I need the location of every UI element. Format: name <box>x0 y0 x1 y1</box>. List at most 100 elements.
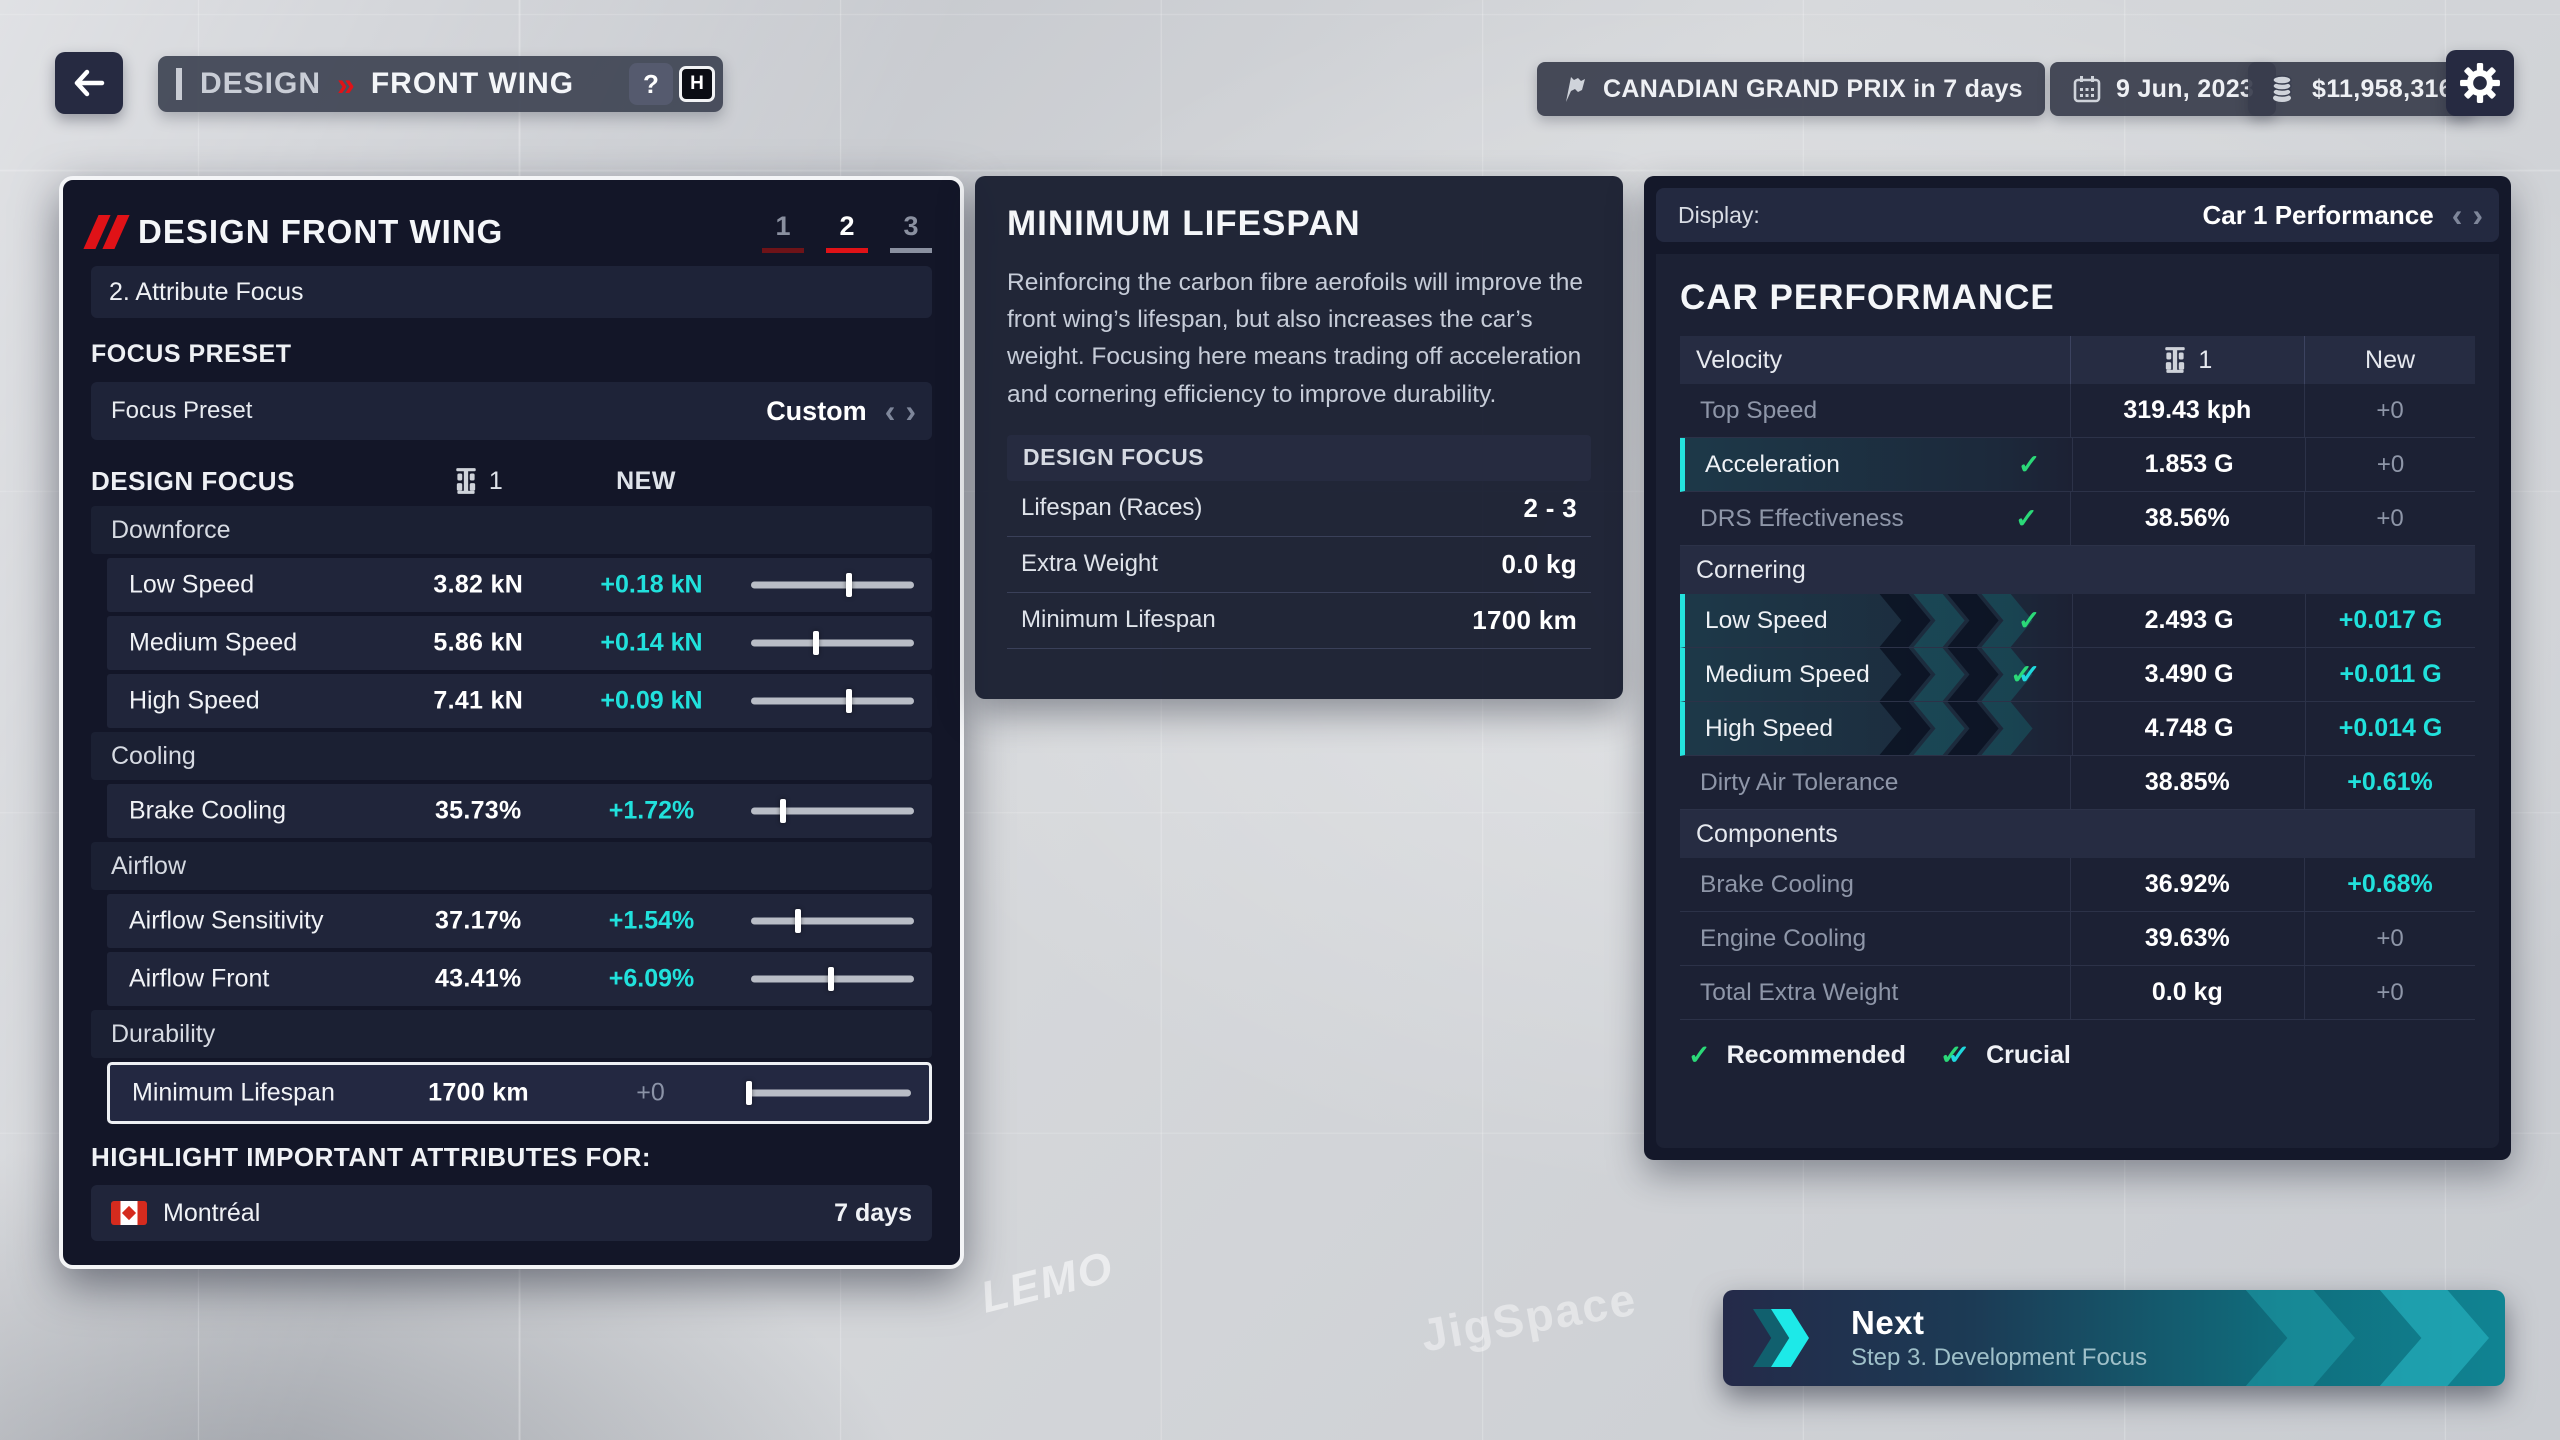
attribute-label: Minimum Lifespan <box>132 1078 335 1107</box>
attribute-slider[interactable] <box>750 573 914 597</box>
focus-preset-label: Focus Preset <box>111 397 253 424</box>
info-row-label: Minimum Lifespan <box>1021 606 1216 634</box>
coins-icon <box>2272 75 2292 102</box>
calendar-icon <box>2073 76 2101 103</box>
attribute-current-value: 3.82 kN <box>433 570 524 599</box>
attribute-slider[interactable] <box>750 631 914 655</box>
attribute-row-airflow-front[interactable]: Airflow Front 43.41% +6.09% <box>107 952 932 1006</box>
section-velocity: Velocity <box>1696 345 1783 374</box>
chevron-pattern <box>1874 594 2065 647</box>
gear-icon <box>2460 63 2500 103</box>
track-name: Montréal <box>163 1198 261 1227</box>
next-button-title: Next <box>1851 1304 1925 1341</box>
attribute-label: Brake Cooling <box>129 796 287 825</box>
display-selector[interactable]: Display: Car 1 Performance ‹ › <box>1656 188 2499 242</box>
attribute-slider[interactable] <box>750 909 914 933</box>
step-tab-1[interactable]: 1 <box>762 211 804 253</box>
red-slashes-icon <box>83 215 130 249</box>
attribute-row-airflow-sensitivity[interactable]: Airflow Sensitivity 37.17% +1.54% <box>107 894 932 948</box>
group-header-cooling: Cooling <box>91 732 932 780</box>
attribute-new-value: +6.09% <box>608 964 695 993</box>
section-cornering: Cornering <box>1696 555 1806 584</box>
attribute-slider[interactable] <box>750 689 914 713</box>
info-title: MINIMUM LIFESPAN <box>1007 204 1361 243</box>
slider-handle[interactable] <box>745 1081 752 1105</box>
next-button[interactable]: Next Step 3. Development Focus <box>1723 1290 2505 1386</box>
attribute-row-brake-cooling[interactable]: Brake Cooling 35.73% +1.72% <box>107 784 932 838</box>
perf-new: +0 <box>2304 492 2475 545</box>
slider-handle[interactable] <box>827 967 834 991</box>
legend-crucial-label: Crucial <box>1986 1041 2071 1069</box>
slider-handle[interactable] <box>845 689 852 713</box>
crucial-double-check-icon: ✓✓ <box>2010 659 2041 689</box>
display-label: Display: <box>1678 201 1760 228</box>
perf-value: 3.490 G <box>2072 648 2305 701</box>
slider-handle[interactable] <box>812 631 819 655</box>
minimum-lifespan-info-panel: MINIMUM LIFESPAN Reinforcing the carbon … <box>975 176 1623 699</box>
date-pill[interactable]: 9 Jun, 2023 <box>2050 62 2277 116</box>
perf-new: +0.011 G <box>2305 648 2475 701</box>
slider-handle[interactable] <box>780 799 787 823</box>
attribute-row-low-speed[interactable]: Low Speed 3.82 kN +0.18 kN <box>107 558 932 612</box>
attribute-new-value: +1.72% <box>608 796 695 825</box>
perf-label: DRS Effectiveness <box>1700 504 1904 532</box>
display-prev-icon[interactable]: ‹ <box>2451 197 2463 233</box>
info-row-value: 0.0 kg <box>1501 548 1577 579</box>
design-front-wing-panel: DESIGN FRONT WING 1 2 3 2. Attribute Foc… <box>59 176 964 1269</box>
attribute-label: Low Speed <box>129 570 255 599</box>
top-bar: DESIGN » FRONT WING ? H CANADIAN GRAND P… <box>0 0 2560 130</box>
focus-preset-selector[interactable]: Focus Preset Custom ‹ › <box>91 382 932 440</box>
step-tab-3[interactable]: 3 <box>890 211 932 253</box>
breadcrumb-section: DESIGN <box>200 67 322 100</box>
budget-pill[interactable]: $11,958,316 <box>2248 62 2475 116</box>
attribute-current-value: 35.73% <box>434 796 522 825</box>
step-tab-2[interactable]: 2 <box>826 211 868 253</box>
info-row-value: 1700 km <box>1472 604 1577 635</box>
slider-handle[interactable] <box>794 909 801 933</box>
preset-next-icon[interactable]: › <box>905 393 916 429</box>
column-current-car: 1 <box>488 466 503 495</box>
performance-title: CAR PERFORMANCE <box>1680 278 2055 317</box>
breadcrumb: DESIGN » FRONT WING ? H <box>158 56 723 112</box>
focus-preset-heading: FOCUS PRESET <box>91 340 292 368</box>
breadcrumb-separator-icon: » <box>337 65 355 102</box>
perf-row-cornering-low-speed: Low Speed ✓ 2.493 G +0.017 G <box>1680 594 2475 648</box>
attribute-slider[interactable] <box>745 1081 911 1105</box>
back-button[interactable] <box>55 52 123 114</box>
settings-button[interactable] <box>2446 50 2514 116</box>
attribute-label: High Speed <box>129 686 260 715</box>
preset-prev-icon[interactable]: ‹ <box>884 393 896 429</box>
recommended-check-icon: ✓ <box>2017 605 2041 635</box>
display-value: Car 1 Performance <box>2202 199 2434 230</box>
back-arrow-icon <box>74 69 105 97</box>
double-chevron-icon <box>1753 1309 1829 1367</box>
attribute-slider[interactable] <box>750 799 914 823</box>
track-days: 7 days <box>834 1198 912 1227</box>
display-next-icon[interactable]: › <box>2472 197 2483 233</box>
perf-new: +0.014 G <box>2305 702 2475 755</box>
chevron-pattern <box>1874 648 2065 701</box>
date-label: 9 Jun, 2023 <box>2116 74 2255 103</box>
perf-row-cornering-medium-speed: Medium Speed ✓✓ 3.490 G +0.011 G <box>1680 648 2475 702</box>
attribute-row-high-speed[interactable]: High Speed 7.41 kN +0.09 kN <box>107 674 932 728</box>
highlight-heading: HIGHLIGHT IMPORTANT ATTRIBUTES FOR: <box>91 1142 652 1172</box>
slider-handle[interactable] <box>845 573 852 597</box>
attribute-slider[interactable] <box>750 967 914 991</box>
attribute-row-minimum-lifespan-selected[interactable]: Minimum Lifespan 1700 km +0 <box>107 1062 932 1124</box>
perf-label: High Speed <box>1705 714 1834 742</box>
table-header-cornering: Cornering <box>1680 546 2475 594</box>
deco-chevron <box>2225 1290 2355 1386</box>
section-components: Components <box>1696 819 1838 848</box>
perf-label: Top Speed <box>1700 396 1818 424</box>
perf-value: 38.56% <box>2069 492 2305 545</box>
next-race-pill[interactable]: CANADIAN GRAND PRIX in 7 days <box>1537 62 2045 116</box>
attribute-row-medium-speed[interactable]: Medium Speed 5.86 kN +0.14 kN <box>107 616 932 670</box>
car-performance-panel: Display: Car 1 Performance ‹ › CAR PERFO… <box>1644 176 2511 1160</box>
group-header-airflow: Airflow <box>91 842 932 890</box>
car-icon <box>2165 347 2186 373</box>
help-button[interactable]: ? <box>629 63 673 105</box>
breadcrumb-divider <box>176 68 182 100</box>
attribute-current-value: 7.41 kN <box>433 686 524 715</box>
track-highlight-row[interactable]: Montréal 7 days <box>91 1185 932 1241</box>
